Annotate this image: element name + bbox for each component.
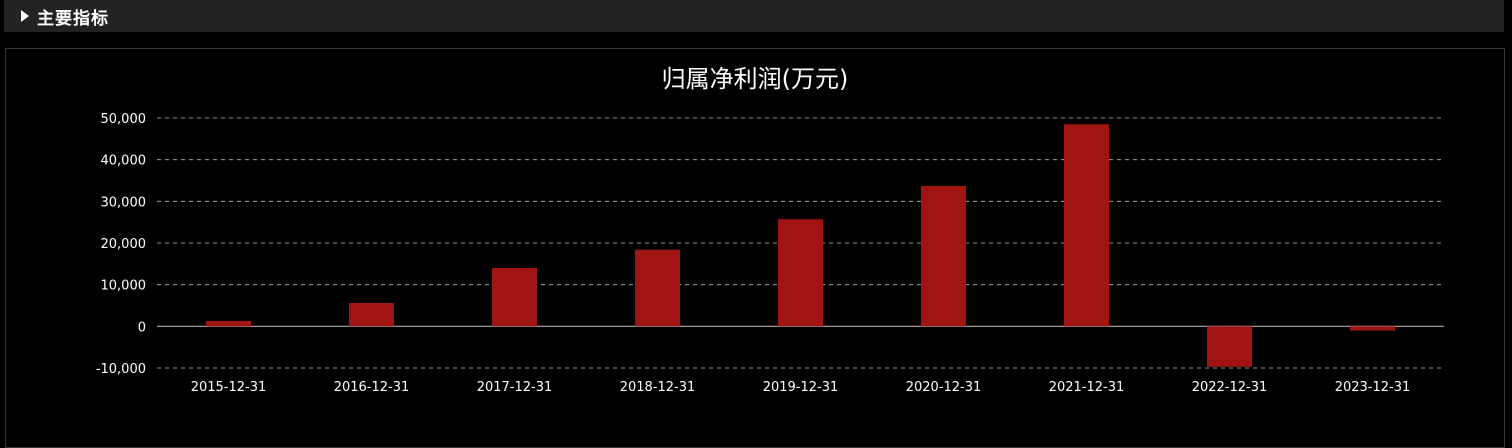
bar-2022-12-31[interactable] <box>1207 326 1252 367</box>
chart-panel: 归属净利润(万元) 50,000 40,000 30,000 20,000 10,000… <box>5 48 1505 448</box>
y-tick-label: -10,000 <box>96 362 146 377</box>
bar-2019-12-31[interactable] <box>778 219 823 327</box>
x-tick-label: 2016-12-31 <box>334 380 410 395</box>
bar-2020-12-31[interactable] <box>921 185 966 327</box>
bar-2015-12-31[interactable] <box>206 320 251 327</box>
bar-2023-12-31[interactable] <box>1350 326 1395 331</box>
section-header[interactable]: 主要指标 <box>4 0 1504 32</box>
y-tick-label: 50,000 <box>101 112 147 127</box>
y-tick-label: 20,000 <box>101 237 147 252</box>
x-axis: 2015-12-31 2016-12-31 2017-12-31 2018-12-31… <box>191 380 1411 395</box>
x-tick-label: 2021-12-31 <box>1049 380 1125 395</box>
bar-2021-12-31[interactable] <box>1064 124 1109 327</box>
section-title: 主要指标 <box>37 8 109 29</box>
x-tick-label: 2020-12-31 <box>906 380 982 395</box>
y-axis: 50,000 40,000 30,000 20,000 10,000 0 -10,000 <box>96 112 146 377</box>
x-tick-label: 2017-12-31 <box>477 380 553 395</box>
y-tick-label: 0 <box>138 320 146 335</box>
bar-2018-12-31[interactable] <box>635 249 680 327</box>
bar-2017-12-31[interactable] <box>492 268 537 327</box>
y-tick-label: 40,000 <box>101 154 147 169</box>
x-tick-label: 2023-12-31 <box>1335 380 1411 395</box>
bar-2016-12-31[interactable] <box>349 303 394 327</box>
x-tick-label: 2018-12-31 <box>620 380 696 395</box>
bar-chart: 归属净利润(万元) 50,000 40,000 30,000 20,000 10,000… <box>96 65 1444 395</box>
x-tick-label: 2022-12-31 <box>1192 380 1268 395</box>
x-tick-label: 2019-12-31 <box>763 380 839 395</box>
bars <box>206 124 1395 367</box>
x-tick-label: 2015-12-31 <box>191 380 267 395</box>
triangle-right-icon <box>21 10 29 22</box>
y-tick-label: 10,000 <box>101 279 147 294</box>
y-tick-label: 30,000 <box>101 195 147 210</box>
chart-title: 归属净利润(万元) <box>662 65 849 93</box>
